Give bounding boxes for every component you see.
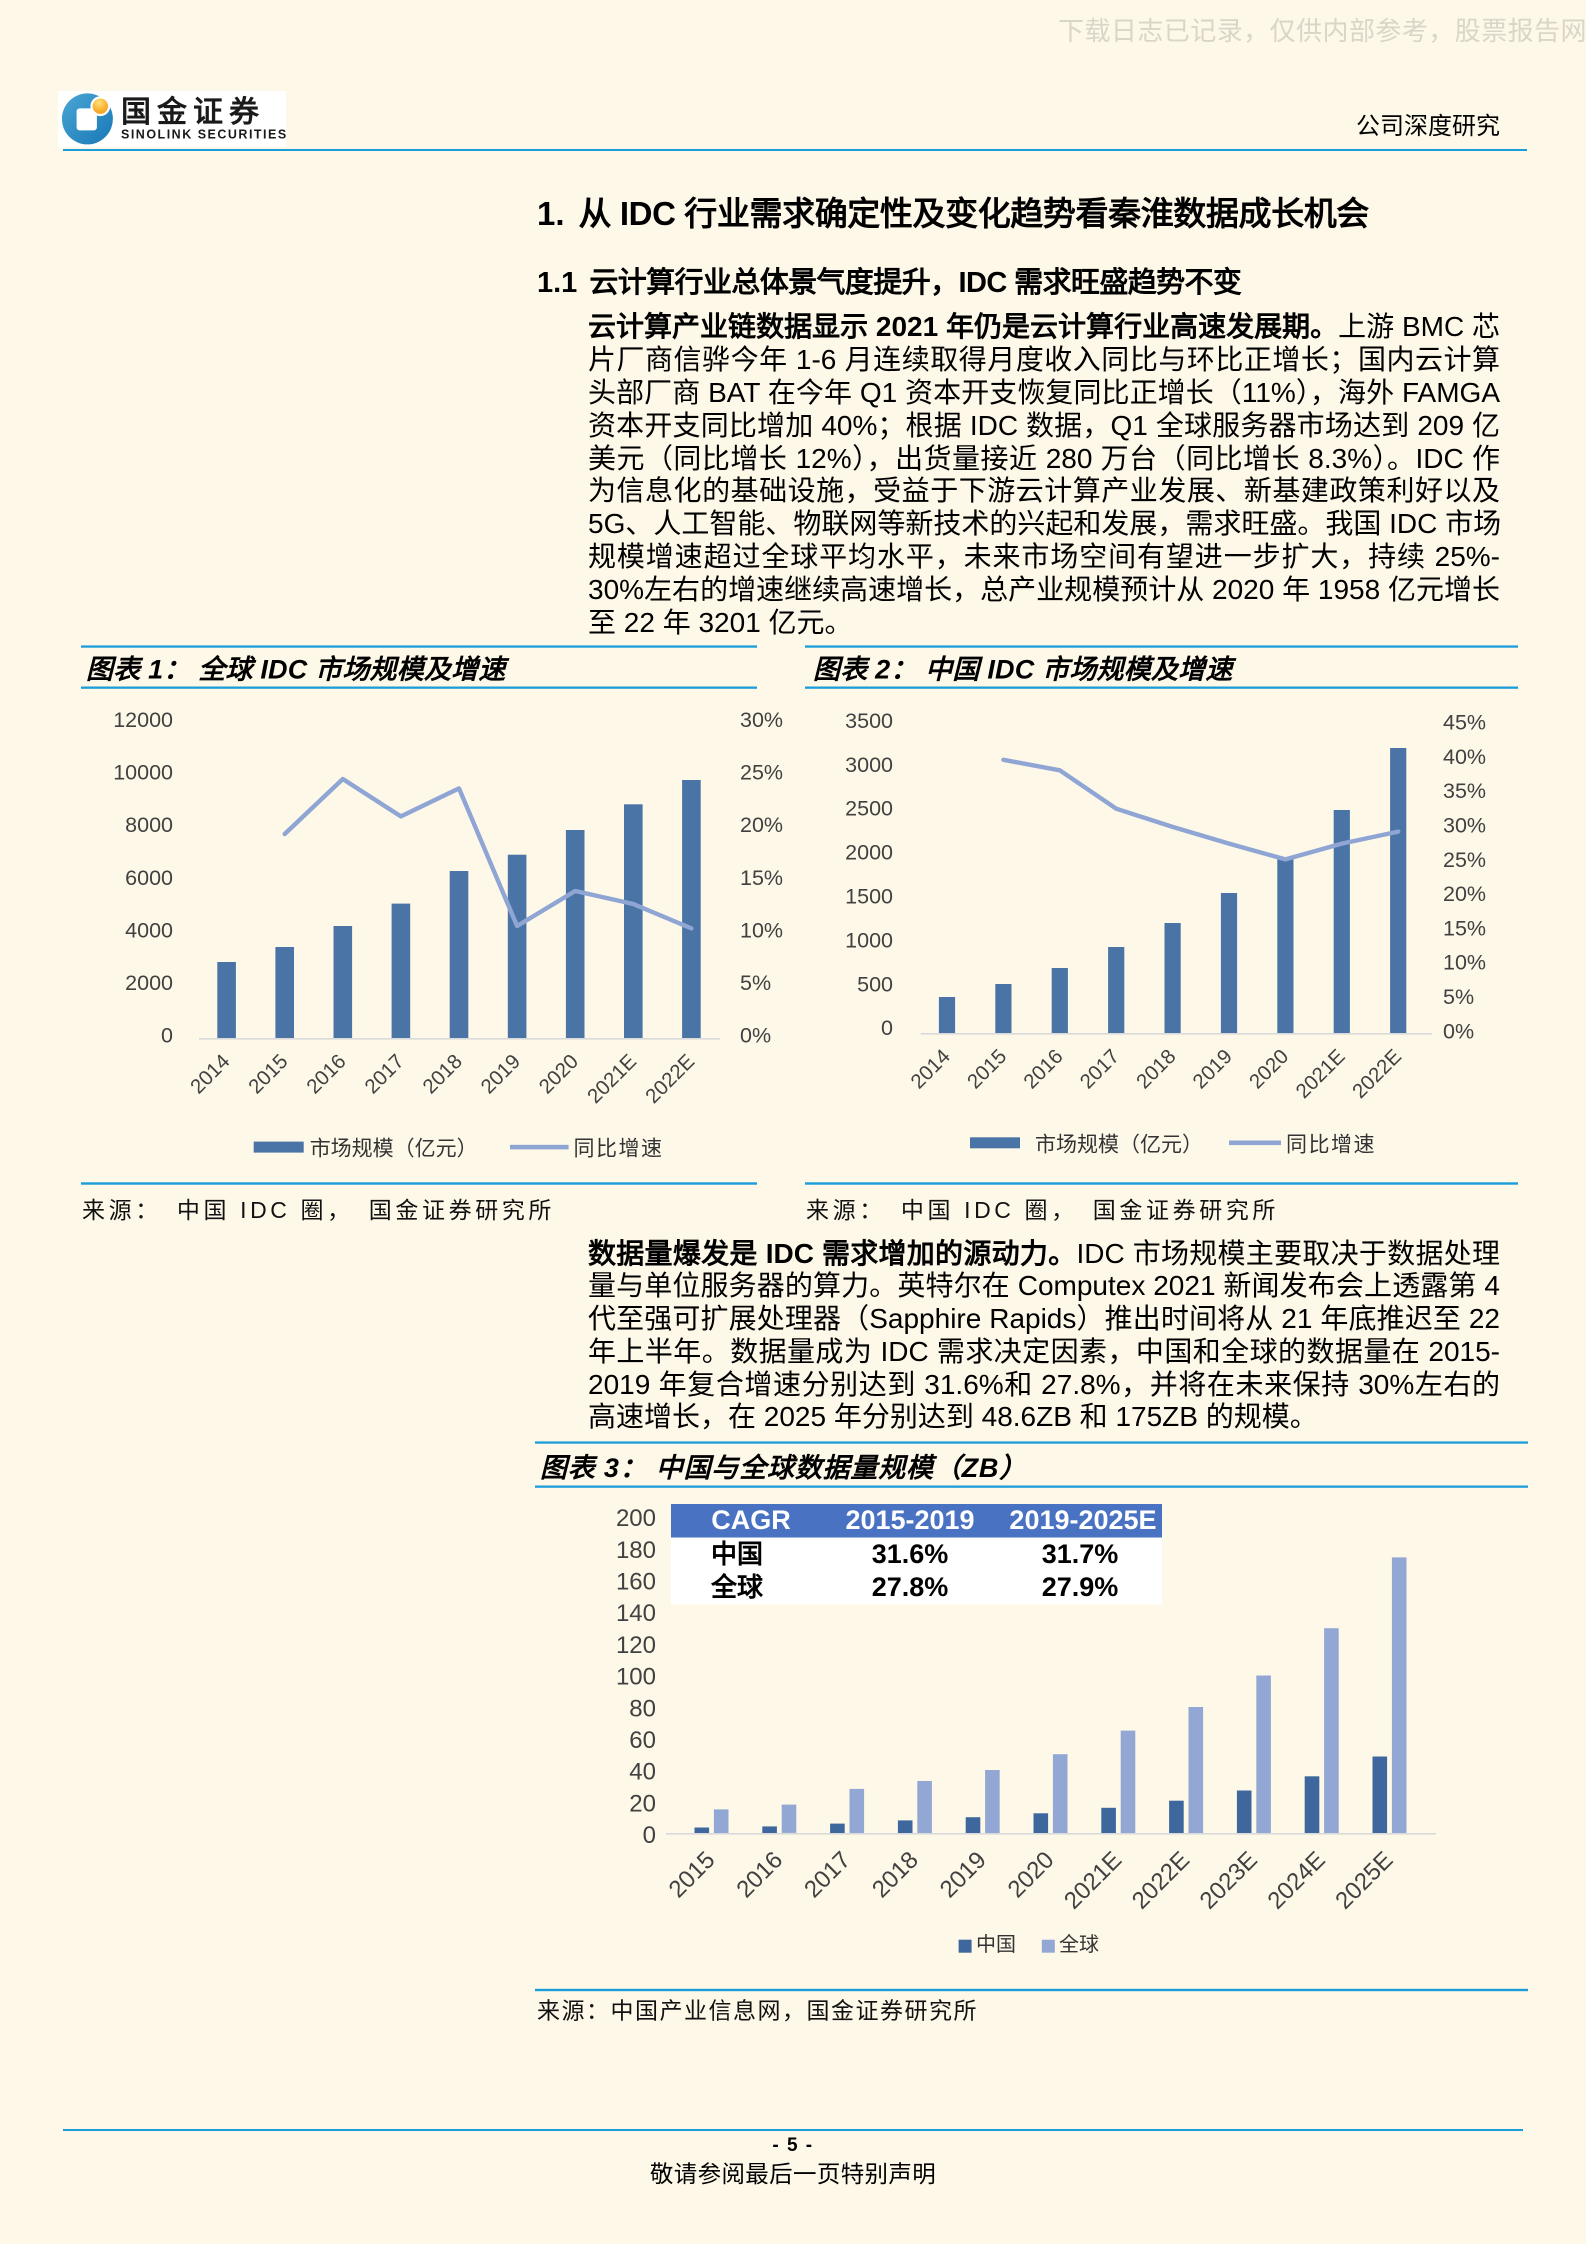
svg-text:2021E: 2021E <box>1291 1045 1349 1103</box>
svg-text:图表 3： 中国与全球数据量规模（ZB）: 图表 3： 中国与全球数据量规模（ZB） <box>540 1453 1027 1483</box>
svg-text:20%: 20% <box>740 813 783 837</box>
svg-text:27.8%: 27.8% <box>872 1572 949 1602</box>
svg-text:SINOLINK SECURITIES: SINOLINK SECURITIES <box>121 128 286 142</box>
svg-text:8000: 8000 <box>125 813 173 837</box>
svg-text:2020: 2020 <box>535 1050 584 1099</box>
svg-text:2015: 2015 <box>963 1045 1012 1094</box>
svg-text:10000: 10000 <box>113 761 173 785</box>
svg-text:15%: 15% <box>740 866 783 890</box>
svg-text:3500: 3500 <box>845 709 893 733</box>
svg-text:45%: 45% <box>1443 711 1486 735</box>
svg-text:5%: 5% <box>740 971 771 995</box>
svg-text:2017: 2017 <box>1076 1045 1125 1094</box>
svg-text:30%: 30% <box>1443 814 1486 838</box>
svg-text:2017: 2017 <box>799 1846 856 1903</box>
svg-text:31.7%: 31.7% <box>1042 1539 1119 1569</box>
svg-text:1000: 1000 <box>845 928 893 952</box>
svg-text:0%: 0% <box>740 1024 771 1048</box>
svg-text:2020: 2020 <box>1003 1846 1060 1903</box>
svg-text:来源： 中国 IDC 圈， 国金证券研究所: 来源： 中国 IDC 圈， 国金证券研究所 <box>806 1197 1279 1223</box>
svg-text:40: 40 <box>629 1759 656 1786</box>
svg-text:2016: 2016 <box>731 1846 788 1903</box>
svg-text:2024E: 2024E <box>1262 1846 1330 1914</box>
svg-text:图表 2： 中国 IDC 市场规模及增速: 图表 2： 中国 IDC 市场规模及增速 <box>813 655 1237 685</box>
svg-text:0: 0 <box>161 1024 173 1048</box>
svg-text:2019: 2019 <box>1188 1045 1237 1094</box>
svg-text:2015: 2015 <box>664 1846 721 1903</box>
svg-text:2022E: 2022E <box>641 1050 699 1108</box>
svg-text:2500: 2500 <box>845 797 893 821</box>
svg-text:1500: 1500 <box>845 885 893 909</box>
svg-text:160: 160 <box>616 1569 656 1596</box>
svg-text:20%: 20% <box>1443 882 1486 906</box>
svg-text:6000: 6000 <box>125 866 173 890</box>
svg-text:2023E: 2023E <box>1195 1846 1263 1914</box>
svg-text:同比增速: 同比增速 <box>574 1138 664 1161</box>
svg-text:来源： 中国 IDC 圈， 国金证券研究所: 来源： 中国 IDC 圈， 国金证券研究所 <box>82 1197 555 1223</box>
svg-text:100: 100 <box>616 1664 656 1691</box>
svg-text:2017: 2017 <box>360 1050 409 1099</box>
svg-text:市场规模（亿元）: 市场规模（亿元） <box>310 1138 478 1161</box>
svg-text:2018: 2018 <box>1132 1045 1181 1094</box>
svg-text:80: 80 <box>629 1695 656 1722</box>
svg-text:中国: 中国 <box>711 1539 763 1569</box>
svg-text:2022E: 2022E <box>1127 1846 1195 1914</box>
svg-text:5%: 5% <box>1443 985 1474 1009</box>
svg-text:全球: 全球 <box>1059 1933 1099 1956</box>
svg-text:2019-2025E: 2019-2025E <box>1009 1505 1156 1535</box>
svg-text:2015-2019: 2015-2019 <box>845 1505 974 1535</box>
svg-text:2016: 2016 <box>1019 1045 1068 1094</box>
svg-text:200: 200 <box>616 1505 656 1532</box>
svg-text:35%: 35% <box>1443 779 1486 803</box>
svg-text:60: 60 <box>629 1727 656 1754</box>
svg-text:2000: 2000 <box>125 971 173 995</box>
svg-text:2021E: 2021E <box>583 1050 641 1108</box>
svg-text:国金证券: 国金证券 <box>121 95 265 129</box>
svg-text:全球: 全球 <box>710 1572 764 1602</box>
svg-text:2025E: 2025E <box>1330 1846 1398 1914</box>
svg-text:12000: 12000 <box>113 708 173 732</box>
svg-text:0%: 0% <box>1443 1019 1474 1043</box>
svg-text:20: 20 <box>629 1790 656 1817</box>
svg-text:2019: 2019 <box>476 1050 525 1099</box>
svg-text:30%: 30% <box>740 708 783 732</box>
svg-text:2022E: 2022E <box>1348 1045 1406 1103</box>
svg-text:2019: 2019 <box>935 1846 992 1903</box>
svg-text:市场规模（亿元）: 市场规模（亿元） <box>1035 1133 1203 1156</box>
svg-text:同比增速: 同比增速 <box>1286 1133 1376 1156</box>
svg-text:40%: 40% <box>1443 745 1486 769</box>
svg-text:10%: 10% <box>1443 951 1486 975</box>
svg-text:来源：中国产业信息网，国金证券研究所: 来源：中国产业信息网，国金证券研究所 <box>537 1998 978 2024</box>
svg-text:25%: 25% <box>1443 848 1486 872</box>
svg-text:31.6%: 31.6% <box>872 1539 949 1569</box>
svg-text:2016: 2016 <box>302 1050 351 1099</box>
svg-text:500: 500 <box>857 972 893 996</box>
svg-text:120: 120 <box>616 1632 656 1659</box>
svg-text:180: 180 <box>616 1537 656 1564</box>
svg-text:2020: 2020 <box>1245 1045 1294 1094</box>
svg-text:140: 140 <box>616 1600 656 1627</box>
svg-text:0: 0 <box>643 1822 656 1849</box>
svg-text:中国: 中国 <box>976 1933 1016 1956</box>
svg-text:27.9%: 27.9% <box>1042 1572 1119 1602</box>
svg-text:15%: 15% <box>1443 916 1486 940</box>
svg-text:2014: 2014 <box>906 1045 955 1094</box>
svg-text:CAGR: CAGR <box>711 1505 791 1535</box>
svg-text:3000: 3000 <box>845 753 893 777</box>
svg-text:25%: 25% <box>740 761 783 785</box>
svg-text:2014: 2014 <box>186 1050 235 1099</box>
svg-text:2018: 2018 <box>418 1050 467 1099</box>
svg-text:4000: 4000 <box>125 918 173 942</box>
svg-text:2021E: 2021E <box>1059 1846 1127 1914</box>
svg-text:2000: 2000 <box>845 841 893 865</box>
svg-text:0: 0 <box>881 1016 893 1040</box>
svg-text:2018: 2018 <box>867 1846 924 1903</box>
svg-text:10%: 10% <box>740 918 783 942</box>
svg-text:图表 1： 全球 IDC 市场规模及增速: 图表 1： 全球 IDC 市场规模及增速 <box>86 655 510 685</box>
svg-text:2015: 2015 <box>244 1050 293 1099</box>
